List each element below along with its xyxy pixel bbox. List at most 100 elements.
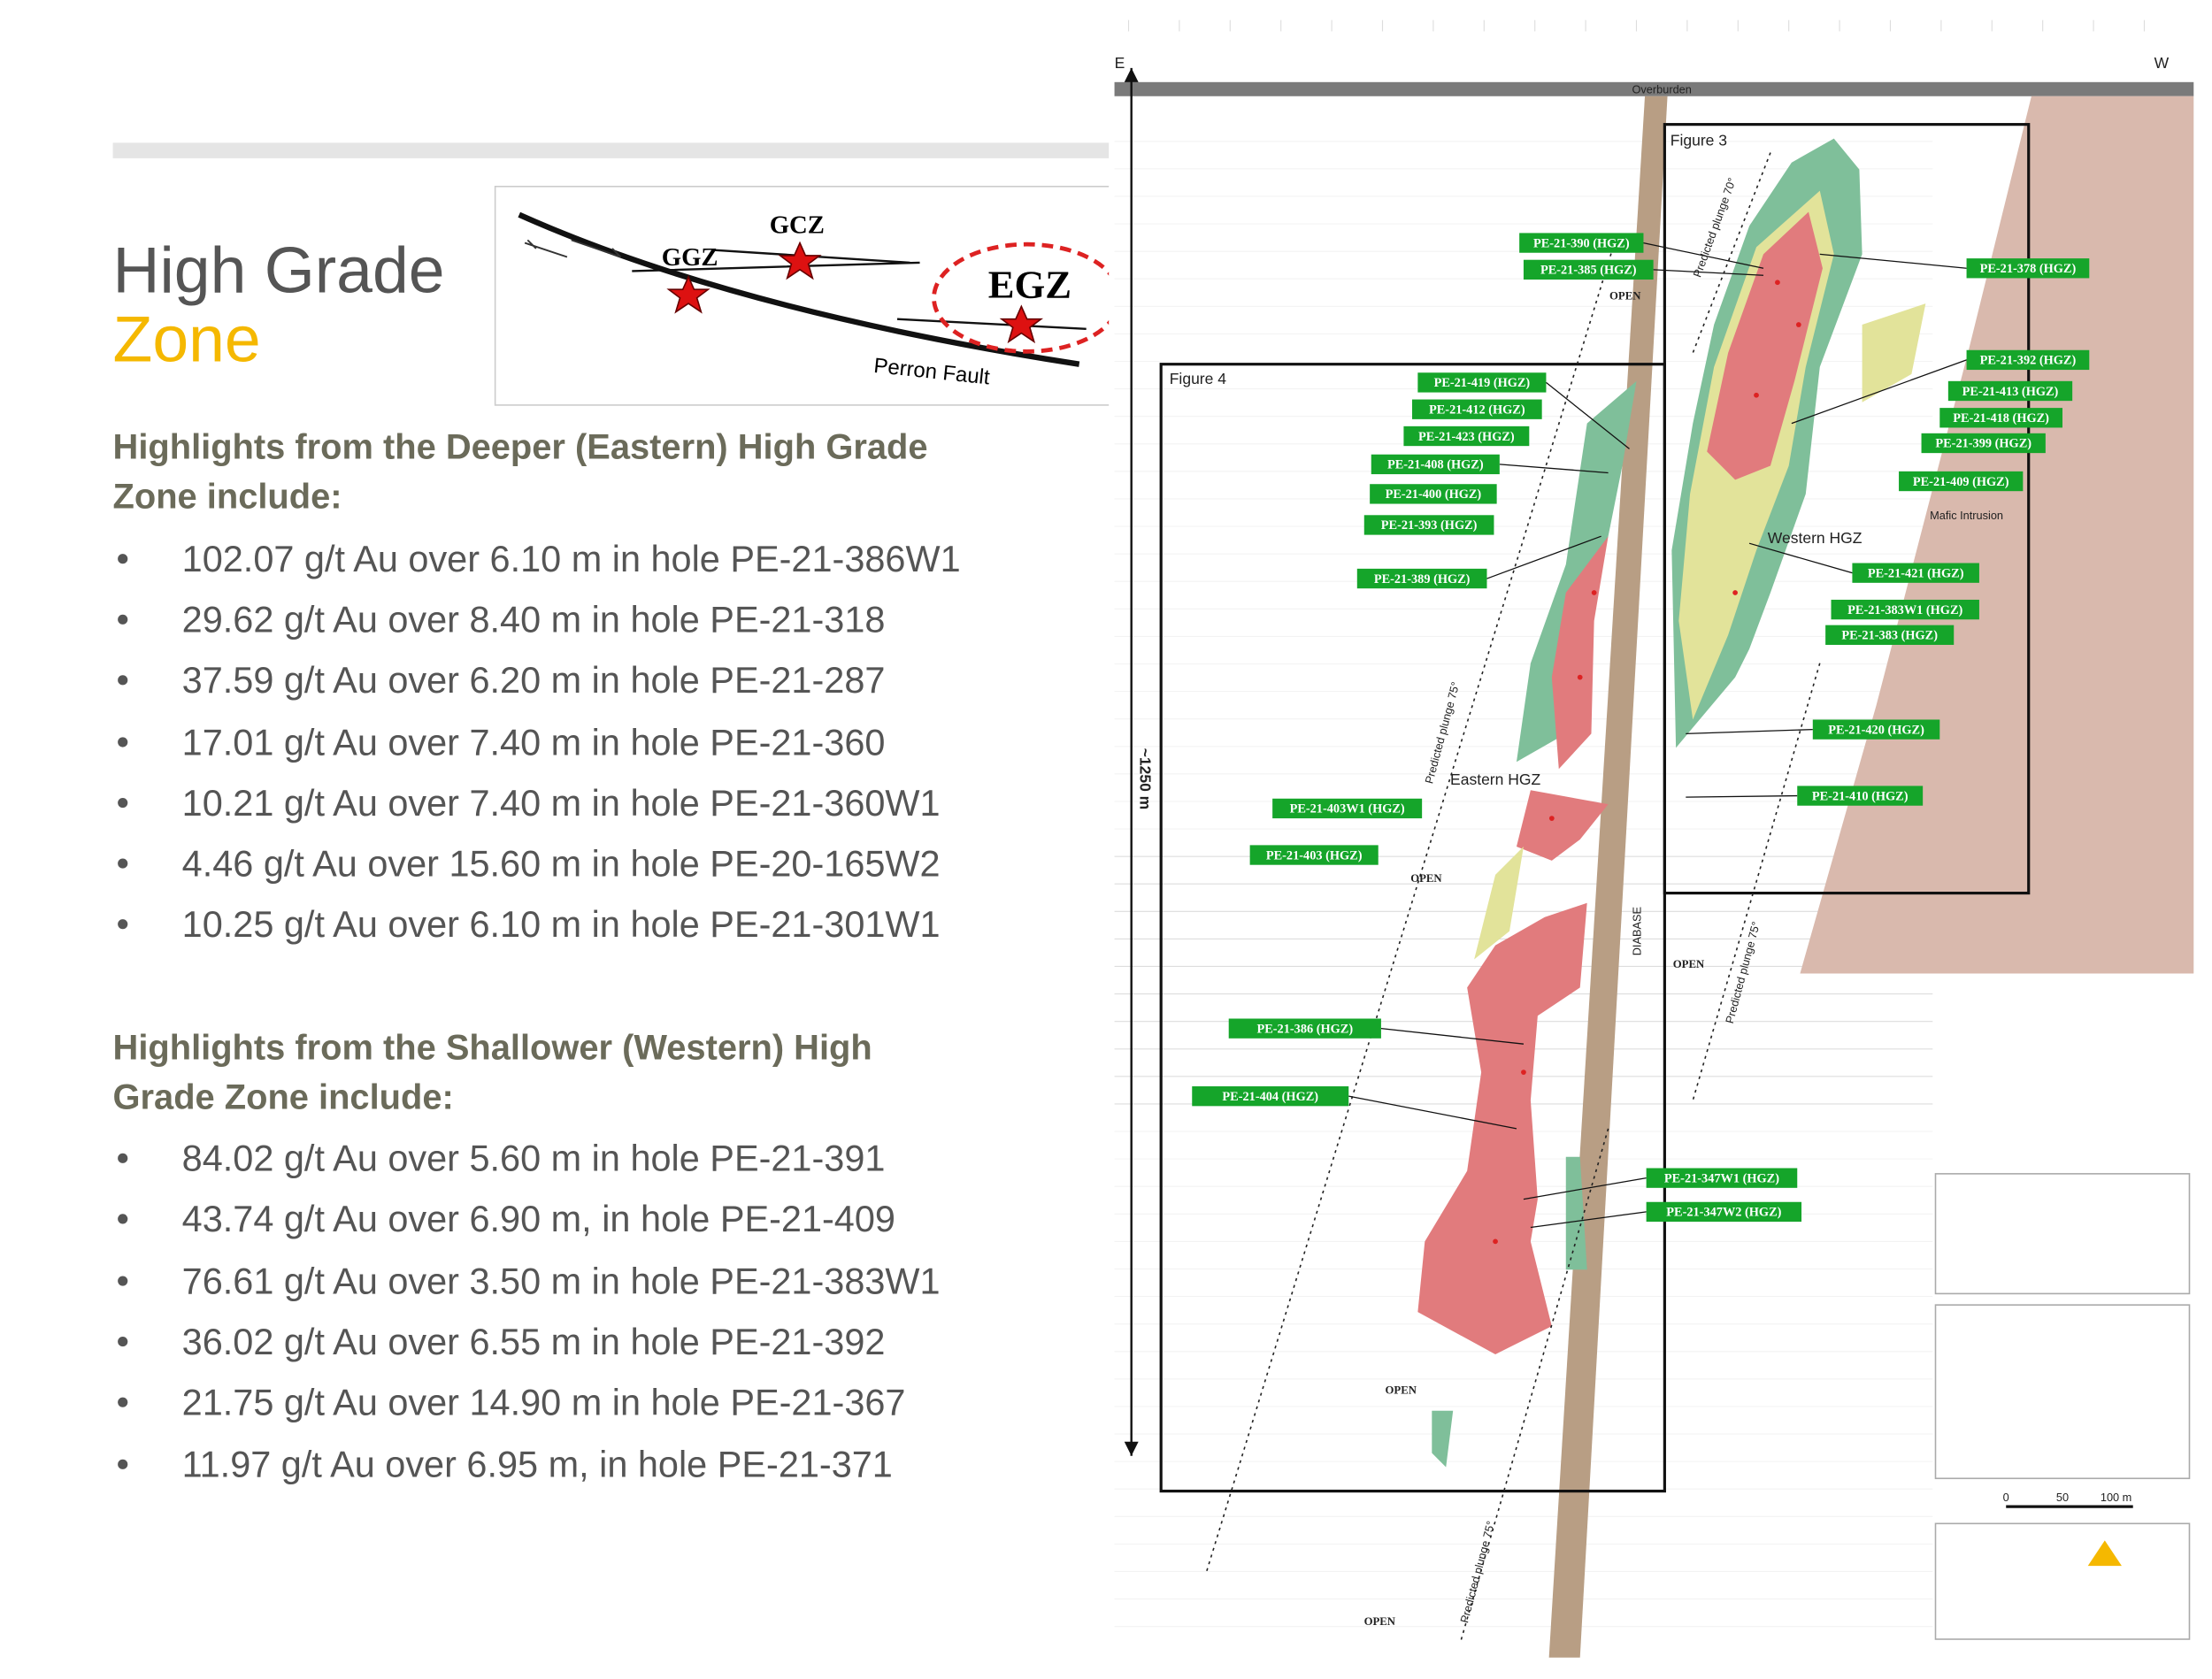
drill-label-box [1812,719,1940,740]
bullet-dot [118,1459,128,1469]
drill-label: PE-21-392 (HGZ) [1980,354,2077,368]
bullet-dot [118,675,128,686]
section-heading: Highlights from the Shallower (Western) … [113,1029,872,1068]
drill-label: PE-21-399 (HGZ) [1935,437,2032,451]
depth-label: ~1250 m [1136,748,1154,810]
drill-label: PE-21-383W1 (HGZ) [1847,603,1962,617]
drill-label: PE-21-393 (HGZ) [1381,518,1478,533]
inset-label: EGZ [988,263,1071,307]
drill-label-box [1646,1168,1798,1188]
drill-label: PE-21-386 (HGZ) [1256,1022,1353,1036]
bullet-text: 29.62 g/t Au over 8.40 m in hole PE-21-3… [182,599,886,640]
drill-label-box [1370,484,1497,504]
drill-label-box [1249,845,1379,865]
drill-label: PE-21-410 (HGZ) [1812,789,1909,803]
title: High Grade [113,234,445,306]
bullet-dot [118,858,128,869]
open-label: OPEN [1609,289,1641,302]
drill-label-box [1831,599,1979,620]
header-bar [112,142,1118,158]
bullet-text: 10.21 g/t Au over 7.40 m in hole PE-21-3… [182,782,941,824]
title-accent: Zone [113,303,261,376]
drill-label-box [1519,233,1644,253]
scale-label: 50 [2056,1491,2069,1504]
bullet-dot [118,1337,128,1347]
section-heading: Zone include: [113,477,342,516]
drill-label-box [1646,1201,1802,1223]
drill-label-box [1272,798,1423,819]
bullet-dot [118,614,128,625]
drill-label-box [1403,426,1530,447]
bullet-text: 10.25 g/t Au over 6.10 m in hole PE-21-3… [182,903,941,945]
drill-label: PE-21-400 (HGZ) [1386,487,1482,502]
bullet-text: 84.02 g/t Au over 5.60 m in hole PE-21-3… [182,1138,886,1179]
zone-label: DIABASE [1630,907,1643,955]
bullet-text: 4.46 g/t Au over 15.60 m in hole PE-20-1… [182,842,941,884]
drill-label-box [1825,625,1955,645]
bullet-dot [118,1153,128,1163]
drill-label: PE-21-385 (HGZ) [1540,264,1637,278]
bullet-text: 37.59 g/t Au over 6.20 m in hole PE-21-2… [182,659,886,701]
inset-diagram: GCZ GGZ EGZ Perron Fault [494,186,1138,406]
drill-label-box [1523,259,1654,280]
section-heading: Highlights from the Deeper (Eastern) Hig… [113,428,928,467]
bullet-dot [118,737,128,748]
drill-label-box [1228,1018,1381,1039]
open-label: OPEN [1410,872,1442,885]
drill-label: PE-21-419 (HGZ) [1434,376,1531,390]
drill-label-box [1966,258,2090,279]
drill-label: PE-21-408 (HGZ) [1387,458,1484,472]
drill-label: PE-21-347W2 (HGZ) [1666,1206,1781,1220]
drill-label-box [1192,1086,1349,1107]
drill-label: PE-21-403W1 (HGZ) [1290,802,1405,816]
drill-label: PE-21-389 (HGZ) [1374,572,1471,586]
bullet-dot [118,1397,128,1407]
bullet-text: 11.97 g/t Au over 6.95 m, in hole PE-21-… [182,1444,893,1485]
overburden: Overburden [1632,83,1692,96]
inset-label: GCZ [770,211,825,239]
long-section-map: E W Overburden Figure 3 Figure 4 Western HGZ E… [1109,14,2199,1658]
drill-label: PE-21-383 (HGZ) [1841,629,1938,643]
drill-label: PE-21-423 (HGZ) [1418,430,1515,444]
bullet-text: 36.02 g/t Au over 6.55 m in hole PE-21-3… [182,1321,886,1362]
drill-label-box [1852,563,1979,583]
open-label: OPEN [1386,1384,1417,1397]
bullet-text: 21.75 g/t Au over 14.90 m in hole PE-21-… [182,1382,906,1423]
compass: W [2154,54,2170,72]
drill-label-box [1417,372,1547,393]
drill-label-box [1363,515,1494,535]
figure-label: Figure 4 [1170,370,1227,387]
drill-label: PE-21-403 (HGZ) [1266,848,1363,862]
drill-label: PE-21-413 (HGZ) [1962,385,2059,399]
bullet-text: 43.74 g/t Au over 6.90 m, in hole PE-21-… [182,1198,895,1239]
bullet-text: 102.07 g/t Au over 6.10 m in hole PE-21-… [182,538,961,579]
bullet-dot [118,919,128,930]
scale-label: 100 m [2101,1491,2131,1504]
bullet-text: 76.61 g/t Au over 3.50 m in hole PE-21-3… [182,1260,941,1301]
bullet-dot [118,797,128,809]
drill-label: PE-21-378 (HGZ) [1980,262,2077,276]
open-label: OPEN [1364,1615,1396,1628]
drill-label: PE-21-404 (HGZ) [1222,1090,1318,1104]
drill-label-box [1921,433,2046,454]
zone-label: Western HGZ [1768,529,1863,547]
highlights: Highlights from the Deeper (Eastern) Hig… [113,428,961,1485]
drill-label-box [1899,471,2024,492]
zone-label: Mafic Intrusion [1930,509,2003,522]
drill-label: PE-21-347W1 (HGZ) [1664,1171,1779,1185]
section-heading: Grade Zone include: [113,1078,454,1117]
bullet-dot [118,554,128,564]
open-label: OPEN [1673,958,1705,970]
drill-label: PE-21-412 (HGZ) [1429,402,1525,417]
drill-label-box [1939,408,2062,428]
bullet-dot [118,1276,128,1286]
drill-label: PE-21-390 (HGZ) [1533,236,1630,250]
drill-label: PE-21-421 (HGZ) [1868,566,1964,580]
figure-label: Figure 3 [1671,132,1727,150]
drill-label: PE-21-418 (HGZ) [1953,411,2049,426]
bullet-dot [118,1214,128,1224]
drill-label-box [1797,786,1924,806]
inset-label: GGZ [662,243,718,272]
drill-label-box [1947,380,2073,402]
